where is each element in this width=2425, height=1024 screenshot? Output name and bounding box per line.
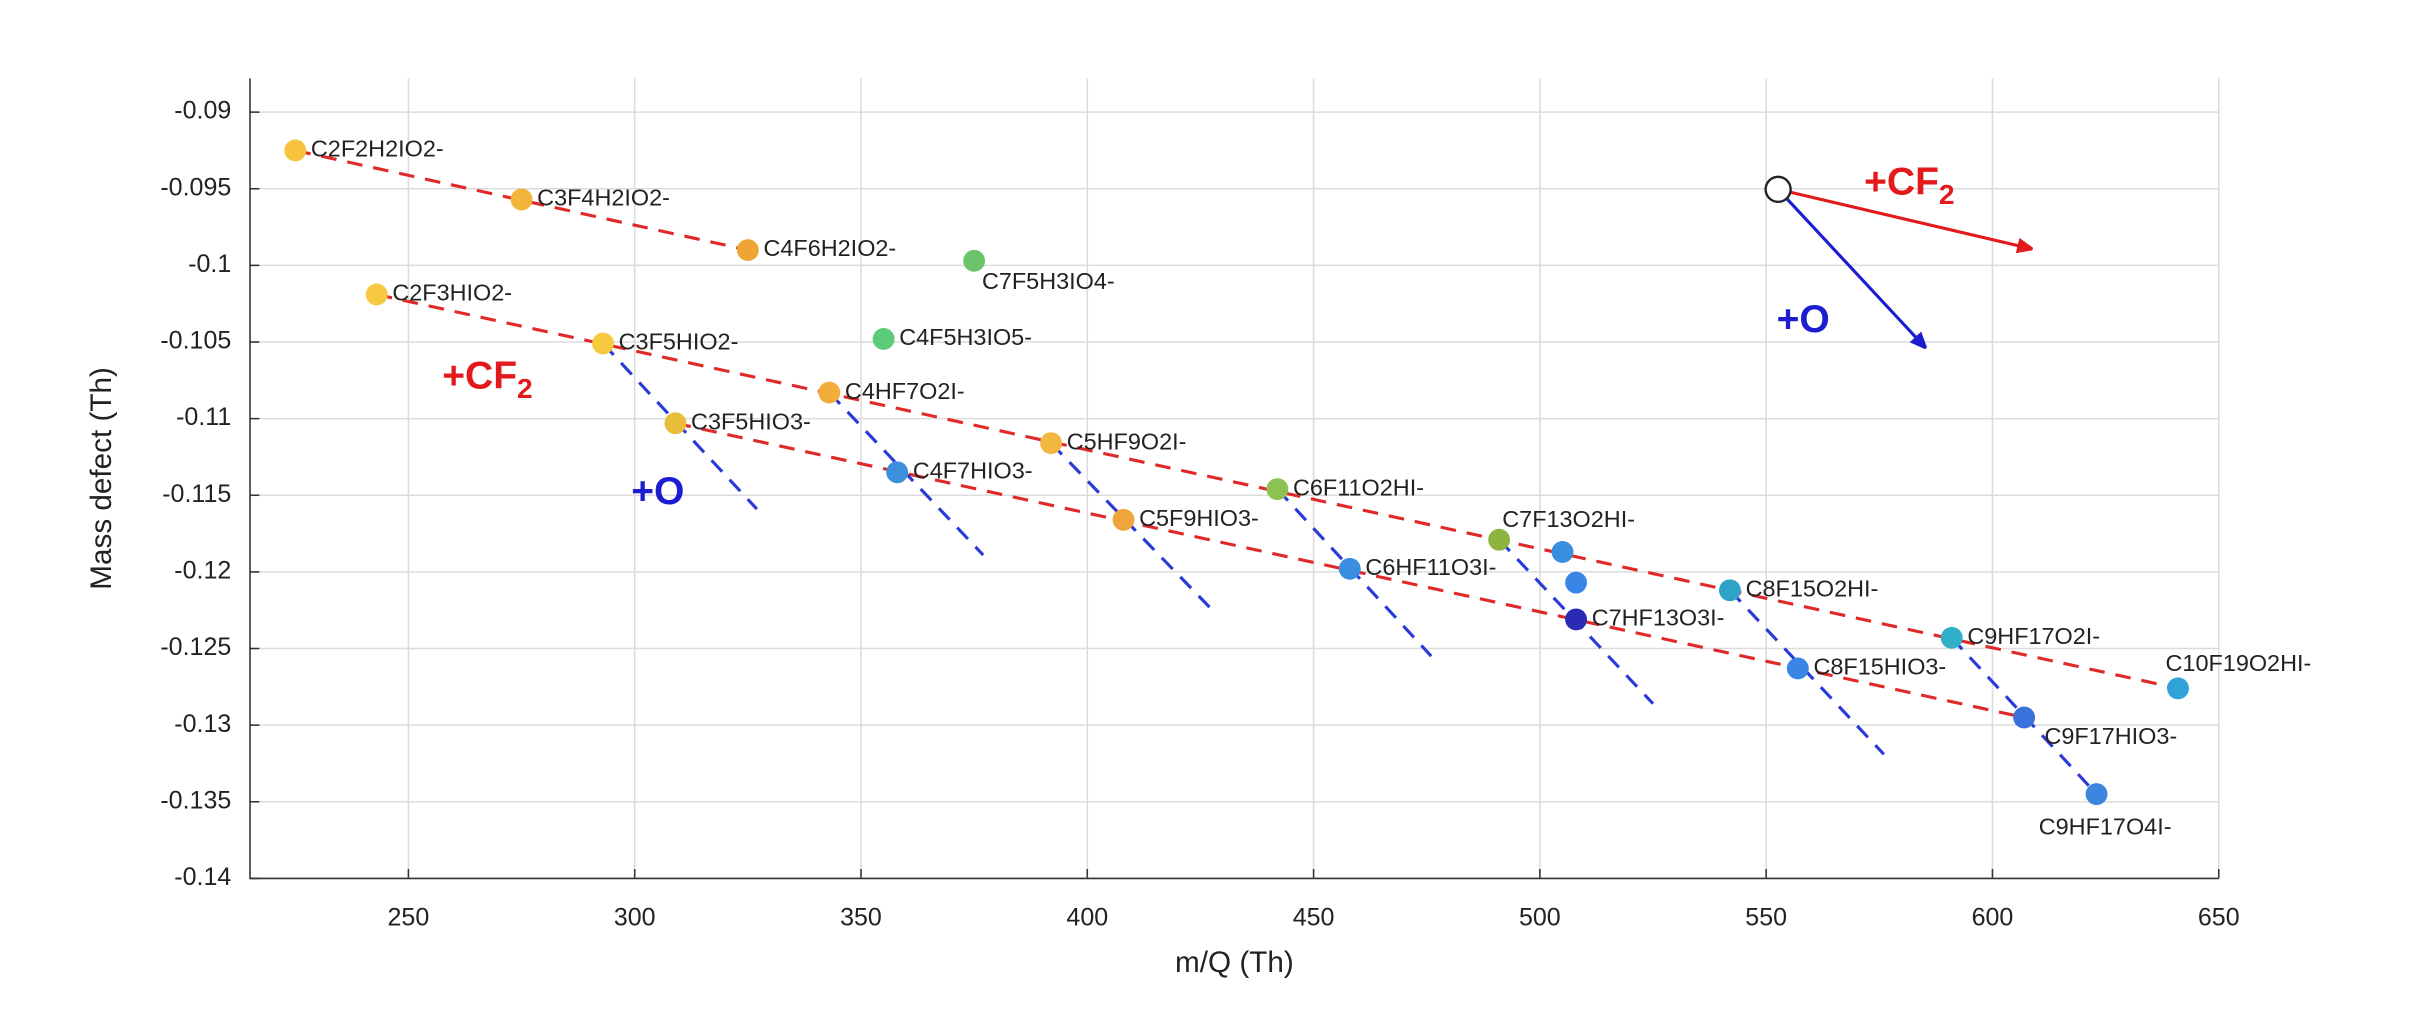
data-point	[2085, 783, 2108, 806]
data-point	[1551, 541, 1574, 563]
annotation: +CF2	[442, 355, 533, 405]
annotation: +CF2	[1864, 161, 1954, 211]
point-label: C6HF11O3I-	[1365, 554, 1496, 580]
point-label: C7F5H3IO4-	[982, 268, 1115, 294]
data-point	[963, 249, 986, 272]
data-point	[365, 283, 388, 306]
data-point	[1338, 557, 1361, 580]
y-tick-label: -0.095	[160, 173, 231, 201]
annotation-text: +CF	[442, 355, 517, 398]
data-point	[1266, 478, 1289, 501]
point-label: C7HF13O3I-	[1592, 605, 1725, 631]
data-point	[872, 328, 895, 350]
data-point	[664, 412, 687, 435]
y-tick-label: -0.115	[162, 480, 231, 508]
cf2-arrow	[1777, 187, 2031, 248]
data-point	[1112, 508, 1135, 531]
y-tick-label: -0.12	[174, 557, 231, 585]
data-point	[2013, 706, 2036, 729]
annotation: +O	[1777, 298, 1830, 341]
data-point	[592, 332, 614, 355]
reference-line	[294, 148, 749, 252]
annotation-text: +CF	[1864, 161, 1939, 204]
data-point	[1040, 432, 1063, 455]
y-tick-label: -0.1	[188, 250, 231, 278]
point-label: C8F15O2HI-	[1746, 575, 1879, 601]
point-label: C2F2H2IO2-	[311, 136, 444, 162]
point-label: C10F19O2HI-	[2166, 650, 2312, 676]
y-tick-label: -0.11	[176, 403, 231, 431]
y-tick-label: -0.125	[160, 633, 231, 661]
data-point	[886, 461, 909, 484]
point-label: C6F11O2HI-	[1293, 474, 1424, 500]
data-point	[510, 188, 533, 211]
point-label: C5HF9O2I-	[1067, 428, 1187, 454]
x-axis-label: m/Q (Th)	[1175, 946, 1294, 979]
data-point	[736, 239, 759, 261]
x-tick-label: 450	[1293, 904, 1335, 932]
origin-circle	[1764, 175, 1792, 204]
y-tick-label: -0.13	[174, 710, 231, 738]
plot-area	[250, 78, 2219, 879]
x-tick-label: 350	[840, 904, 882, 932]
x-tick-label: 250	[388, 904, 430, 932]
annotation: +O	[631, 470, 684, 513]
point-label: C3F5HIO2-	[619, 329, 739, 355]
y-tick-label: -0.09	[174, 97, 231, 125]
data-point	[1565, 571, 1588, 594]
x-tick-label: 550	[1745, 904, 1787, 932]
point-label: C5F9HIO3-	[1139, 505, 1259, 531]
annotation-subscript: 2	[1939, 180, 1955, 211]
point-label: C4F5H3IO5-	[899, 324, 1032, 350]
x-tick-label: 600	[1972, 904, 2014, 932]
reference-line	[376, 292, 2179, 690]
point-label: C3F5HIO3-	[691, 408, 811, 434]
point-label: C2F3HIO2-	[392, 280, 512, 306]
y-axis-label: Mass defect (Th)	[85, 367, 118, 590]
o-arrow	[1776, 188, 1925, 347]
data-point	[818, 381, 841, 404]
annotation-subscript: 2	[517, 373, 533, 404]
point-label: C9HF17O2I-	[1967, 623, 2100, 649]
y-tick-label: -0.14	[174, 863, 231, 891]
point-label: C9HF17O4I-	[2039, 814, 2172, 840]
x-tick-label: 400	[1066, 904, 1108, 932]
data-point	[1488, 528, 1511, 551]
data-point	[1786, 657, 1809, 680]
point-label: C4F6H2IO2-	[763, 235, 896, 261]
point-label: C3F4H2IO2-	[537, 185, 670, 211]
point-label: C4F7HIO3-	[913, 457, 1033, 483]
point-label: C4HF7O2I-	[845, 378, 965, 404]
annotation-text: +O	[631, 470, 684, 513]
point-label: C9F17HIO3-	[2044, 723, 2177, 749]
point-label: C7F13O2HI-	[1502, 506, 1635, 532]
y-tick-label: -0.135	[160, 786, 231, 814]
annotation-text: +O	[1777, 298, 1830, 341]
x-tick-label: 500	[1519, 904, 1561, 932]
data-point	[1719, 579, 1741, 602]
data-point	[2167, 677, 2189, 700]
x-tick-label: 300	[614, 904, 656, 932]
data-point	[1565, 608, 1588, 631]
point-label: C8F15HIO3-	[1813, 654, 1946, 680]
data-point	[284, 139, 307, 162]
axes	[249, 78, 2219, 880]
x-tick-label: 650	[2198, 904, 2240, 932]
data-point	[1940, 626, 1963, 649]
y-tick-label: -0.105	[160, 327, 231, 355]
